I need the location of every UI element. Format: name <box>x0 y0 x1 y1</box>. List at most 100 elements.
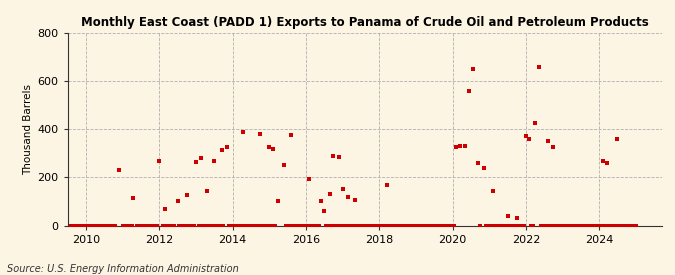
Point <box>311 223 322 228</box>
Point <box>557 223 568 228</box>
Point <box>201 188 212 193</box>
Point <box>438 223 449 228</box>
Point <box>479 166 489 170</box>
Point <box>90 223 101 228</box>
Point <box>203 223 214 228</box>
Point <box>323 223 333 228</box>
Point <box>482 223 493 228</box>
Point <box>333 155 344 159</box>
Point <box>498 223 509 228</box>
Point <box>447 223 458 228</box>
Text: Source: U.S. Energy Information Administration: Source: U.S. Energy Information Administ… <box>7 264 238 274</box>
Point <box>216 147 227 152</box>
Point <box>451 145 462 150</box>
Point <box>293 223 304 228</box>
Point <box>306 223 317 228</box>
Point <box>233 223 244 228</box>
Point <box>618 223 628 228</box>
Point <box>198 223 209 228</box>
Point <box>396 223 406 228</box>
Point <box>464 89 475 93</box>
Point <box>218 223 229 228</box>
Point <box>167 223 178 228</box>
Point <box>180 223 190 228</box>
Point <box>348 223 359 228</box>
Point <box>630 223 641 228</box>
Point <box>375 223 386 228</box>
Point <box>433 223 443 228</box>
Point <box>484 223 495 228</box>
Point <box>614 223 625 228</box>
Point <box>104 223 115 228</box>
Point <box>194 223 205 228</box>
Point <box>182 193 192 198</box>
Point <box>73 223 84 228</box>
Point <box>343 194 354 199</box>
Point <box>621 223 632 228</box>
Point <box>238 130 249 134</box>
Point <box>601 161 612 165</box>
Point <box>278 163 289 167</box>
Point <box>65 223 76 228</box>
Point <box>300 223 311 228</box>
Point <box>315 199 326 204</box>
Point <box>169 223 180 228</box>
Point <box>513 223 524 228</box>
Point <box>313 223 324 228</box>
Point <box>297 223 308 228</box>
Point <box>440 223 451 228</box>
Point <box>385 223 396 228</box>
Point <box>319 209 329 213</box>
Point <box>209 158 219 163</box>
Point <box>556 223 566 228</box>
Point <box>364 223 375 228</box>
Point <box>374 223 385 228</box>
Point <box>400 223 410 228</box>
Point <box>472 161 483 165</box>
Point <box>77 223 88 228</box>
Point <box>97 223 108 228</box>
Point <box>410 223 421 228</box>
Point <box>225 223 236 228</box>
Point <box>126 223 137 228</box>
Point <box>357 223 368 228</box>
Point <box>341 223 352 228</box>
Point <box>227 223 238 228</box>
Point <box>86 223 97 228</box>
Point <box>370 223 381 228</box>
Point <box>352 223 362 228</box>
Point <box>141 223 152 228</box>
Point <box>489 223 500 228</box>
Point <box>205 223 216 228</box>
Point <box>583 223 593 228</box>
Point <box>551 223 562 228</box>
Point <box>260 223 271 228</box>
Point <box>269 223 280 228</box>
Title: Monthly East Coast (PADD 1) Exports to Panama of Crude Oil and Petroleum Product: Monthly East Coast (PADD 1) Exports to P… <box>80 16 649 29</box>
Point <box>310 223 321 228</box>
Point <box>546 223 557 228</box>
Point <box>337 187 348 192</box>
Point <box>284 223 295 228</box>
Point <box>467 67 478 71</box>
Point <box>595 223 606 228</box>
Point <box>252 223 263 228</box>
Point <box>106 223 117 228</box>
Point <box>594 223 605 228</box>
Point <box>377 223 388 228</box>
Point <box>282 223 293 228</box>
Point <box>449 223 460 228</box>
Point <box>425 223 436 228</box>
Point <box>119 223 130 228</box>
Point <box>515 223 526 228</box>
Point <box>359 223 370 228</box>
Point <box>362 223 373 228</box>
Point <box>330 223 341 228</box>
Point <box>78 223 89 228</box>
Point <box>256 223 267 228</box>
Point <box>110 223 121 228</box>
Point <box>117 223 128 228</box>
Point <box>200 223 211 228</box>
Point <box>620 223 630 228</box>
Point <box>190 160 201 164</box>
